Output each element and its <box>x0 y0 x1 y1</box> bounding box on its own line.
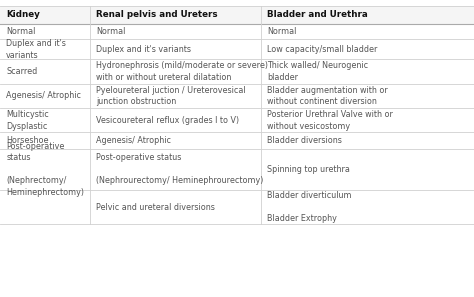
Text: Bladder diverticulum

Bladder Extrophy: Bladder diverticulum Bladder Extrophy <box>267 191 351 223</box>
Text: Agenesis/ Atrophic: Agenesis/ Atrophic <box>96 136 171 145</box>
Text: Post-operative status

(Nephrourectomy/ Heminephrourectomy): Post-operative status (Nephrourectomy/ H… <box>96 153 264 185</box>
Text: Hydronephrosis (mild/moderate or severe)
with or without ureteral dilatation: Hydronephrosis (mild/moderate or severe)… <box>96 61 268 82</box>
Text: Bladder augmentation with or
without continent diversion: Bladder augmentation with or without con… <box>267 86 388 106</box>
Text: Vesicoureteral reflux (grades I to V): Vesicoureteral reflux (grades I to V) <box>96 116 239 125</box>
Text: Spinning top urethra: Spinning top urethra <box>267 165 350 174</box>
Text: Bladder and Urethra: Bladder and Urethra <box>267 10 368 19</box>
Text: Pelvic and ureteral diversions: Pelvic and ureteral diversions <box>96 203 215 212</box>
Text: Duplex and it's variants: Duplex and it's variants <box>96 45 191 54</box>
Bar <box>0 6 474 24</box>
Text: Kidney: Kidney <box>6 10 40 19</box>
Text: Normal: Normal <box>6 27 36 36</box>
Text: Normal: Normal <box>267 27 296 36</box>
Text: Renal pelvis and Ureters: Renal pelvis and Ureters <box>96 10 218 19</box>
Text: Multicystic
Dysplastic: Multicystic Dysplastic <box>6 110 49 130</box>
Text: Scarred: Scarred <box>6 67 37 76</box>
Text: Posterior Urethral Valve with or
without vesicostomy: Posterior Urethral Valve with or without… <box>267 110 393 130</box>
Text: Pyeloureteral juction / Ureterovesical
junction obstruction: Pyeloureteral juction / Ureterovesical j… <box>96 86 246 106</box>
Text: Normal: Normal <box>96 27 126 36</box>
Text: Bladder diversions: Bladder diversions <box>267 136 342 145</box>
Text: Post-operative
status

(Nephrectomy/
Heminephrectomy): Post-operative status (Nephrectomy/ Hemi… <box>6 142 84 197</box>
Text: Thick walled/ Neurogenic
bladder: Thick walled/ Neurogenic bladder <box>267 61 368 82</box>
Text: Low capacity/small bladder: Low capacity/small bladder <box>267 45 377 54</box>
Text: Agenesis/ Atrophic: Agenesis/ Atrophic <box>6 91 81 100</box>
Text: Duplex and it's
variants: Duplex and it's variants <box>6 39 66 59</box>
Text: Horseshoe: Horseshoe <box>6 136 49 145</box>
